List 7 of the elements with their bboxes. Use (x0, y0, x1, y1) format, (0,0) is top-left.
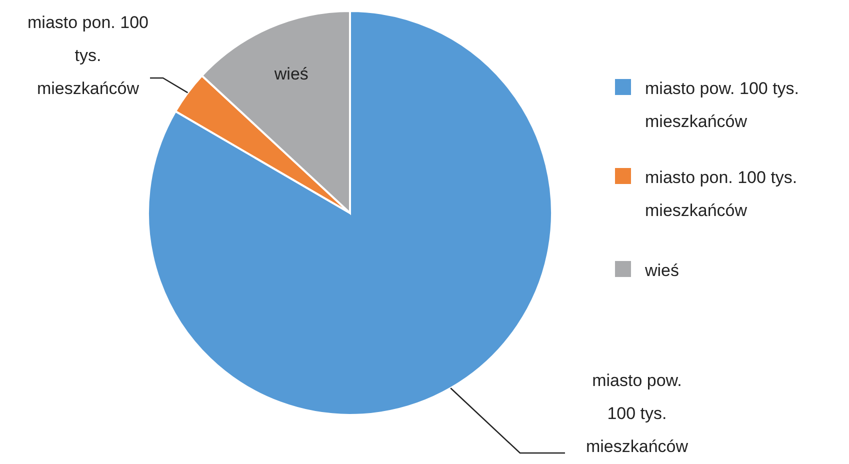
slice-label: wieś (273, 64, 308, 84)
pie-slice (147, 10, 553, 416)
slice-label: miasto pow. 100 tys. mieszkańców (586, 371, 689, 456)
legend-label: miasto pow. 100 tys. mieszkańców (645, 79, 800, 131)
slice-label: miasto pon. 100 tys. mieszkańców (28, 13, 148, 98)
legend-label: wieś (644, 261, 680, 280)
legend-label: miasto pon. 100 tys. mieszkańców (645, 168, 798, 220)
